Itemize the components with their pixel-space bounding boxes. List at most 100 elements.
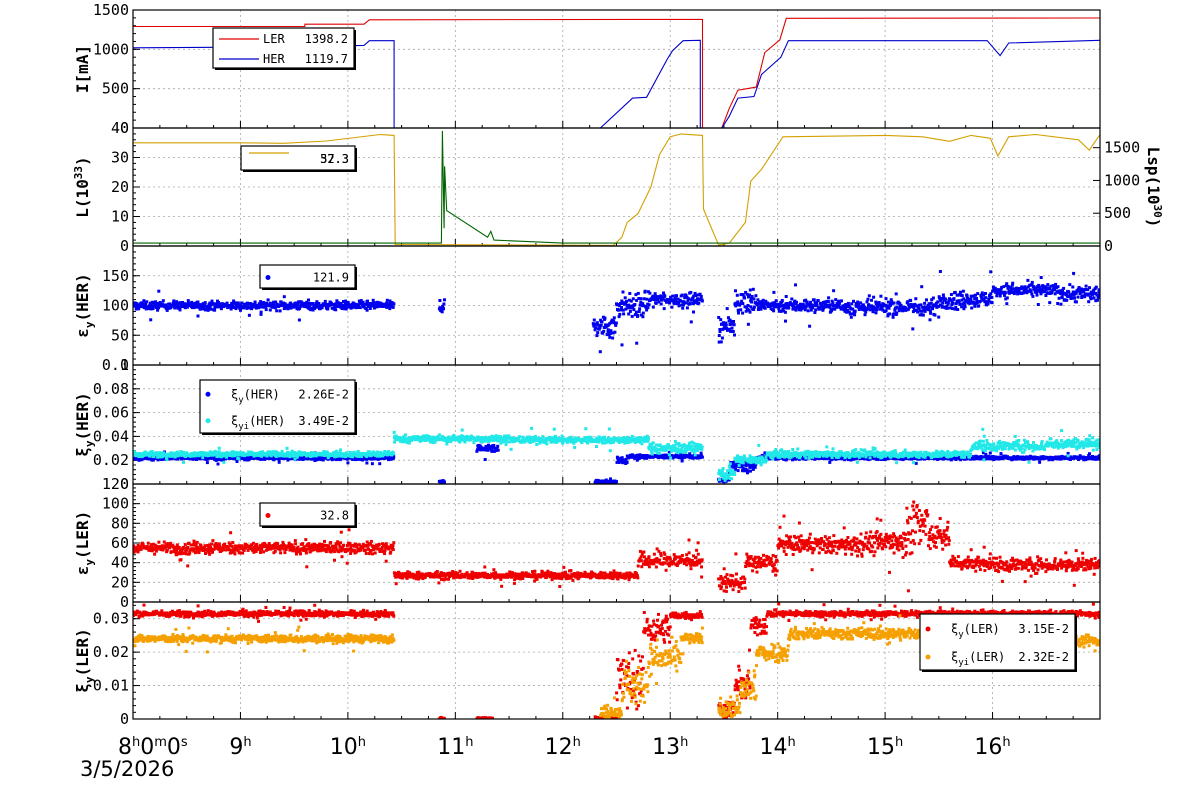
data-point <box>433 440 437 444</box>
data-point-outlier <box>552 427 556 431</box>
data-point <box>600 320 604 324</box>
data-point <box>196 451 200 455</box>
data-point <box>1096 298 1099 302</box>
data-point <box>736 300 740 304</box>
data-point <box>625 461 629 464</box>
data-point-outlier <box>627 456 631 460</box>
data-point <box>338 450 342 454</box>
data-point <box>406 441 409 445</box>
data-point <box>210 299 214 303</box>
data-point <box>1086 288 1090 292</box>
data-point-outlier <box>928 318 932 322</box>
data-point <box>1057 290 1061 294</box>
data-point <box>530 440 534 444</box>
data-point <box>795 300 798 304</box>
data-point <box>986 302 990 306</box>
data-point <box>812 298 816 302</box>
data-point <box>870 298 873 302</box>
data-point-outlier <box>981 451 985 455</box>
data-point <box>512 437 516 441</box>
data-point <box>751 287 755 291</box>
data-point <box>1023 285 1027 289</box>
data-point-outlier <box>370 462 374 466</box>
data-point <box>801 302 805 306</box>
data-point <box>1043 285 1047 289</box>
legend-value: 37.3 <box>320 152 349 166</box>
data-point <box>1039 290 1043 294</box>
data-point <box>669 295 673 299</box>
data-point-outlier <box>920 285 924 289</box>
data-point <box>180 457 184 461</box>
data-point <box>682 450 686 454</box>
data-point <box>641 302 645 306</box>
data-point <box>359 299 363 303</box>
data-point <box>620 456 624 460</box>
data-point-outlier <box>1078 454 1082 458</box>
data-point <box>1043 286 1047 290</box>
data-point <box>601 331 605 335</box>
data-point <box>319 458 323 462</box>
data-point <box>291 303 295 307</box>
legend-series-name: HER <box>263 52 285 66</box>
data-point <box>554 436 558 440</box>
data-point <box>467 438 471 442</box>
data-point <box>514 438 518 442</box>
data-point <box>201 307 205 311</box>
data-point <box>812 304 816 308</box>
data-point <box>1094 299 1098 303</box>
data-point-outlier <box>393 440 397 444</box>
data-point <box>252 305 256 309</box>
data-point <box>384 450 388 454</box>
data-point <box>940 304 944 308</box>
data-point <box>1049 284 1053 288</box>
data-point <box>944 301 948 305</box>
data-point <box>584 436 588 439</box>
legend-value: 1398.2 <box>305 32 348 46</box>
data-point <box>959 290 962 294</box>
data-point <box>443 298 446 302</box>
y-tick-label: 10 <box>111 208 129 226</box>
data-point <box>797 308 801 312</box>
data-point <box>990 295 994 299</box>
data-point <box>391 305 395 309</box>
data-point <box>684 294 688 298</box>
right-axis-label: Lsp(1030) <box>1144 147 1164 228</box>
data-point <box>731 322 734 326</box>
data-point <box>182 450 186 454</box>
data-point <box>173 306 177 310</box>
data-point <box>644 305 648 309</box>
y-tick-label: 1500 <box>93 1 129 19</box>
data-point <box>744 290 748 294</box>
data-point <box>964 299 968 303</box>
data-point <box>407 441 411 445</box>
data-point <box>744 464 748 468</box>
data-point <box>836 302 840 306</box>
data-point <box>893 308 897 312</box>
data-point <box>1097 288 1100 292</box>
data-point <box>323 302 327 305</box>
data-point <box>794 308 798 312</box>
data-point <box>648 291 652 295</box>
data-point <box>154 300 158 304</box>
data-point <box>938 303 942 307</box>
data-point <box>171 303 175 307</box>
data-point <box>152 455 156 459</box>
data-point <box>134 307 138 311</box>
data-point-outlier <box>378 462 382 466</box>
data-point-outlier <box>272 300 276 304</box>
data-point-outlier <box>990 457 994 461</box>
data-point <box>1070 296 1074 300</box>
data-point <box>315 305 318 309</box>
data-point <box>308 452 312 455</box>
data-point <box>1029 289 1033 293</box>
data-point <box>1000 285 1004 289</box>
data-point <box>153 302 157 306</box>
data-point-outlier <box>745 469 749 473</box>
data-point <box>811 306 814 310</box>
data-point <box>1017 288 1021 292</box>
data-point <box>1098 291 1100 295</box>
y-tick-label: 0 <box>120 237 129 255</box>
data-point <box>656 297 660 301</box>
data-point-outlier <box>717 334 721 337</box>
data-point <box>962 301 966 305</box>
